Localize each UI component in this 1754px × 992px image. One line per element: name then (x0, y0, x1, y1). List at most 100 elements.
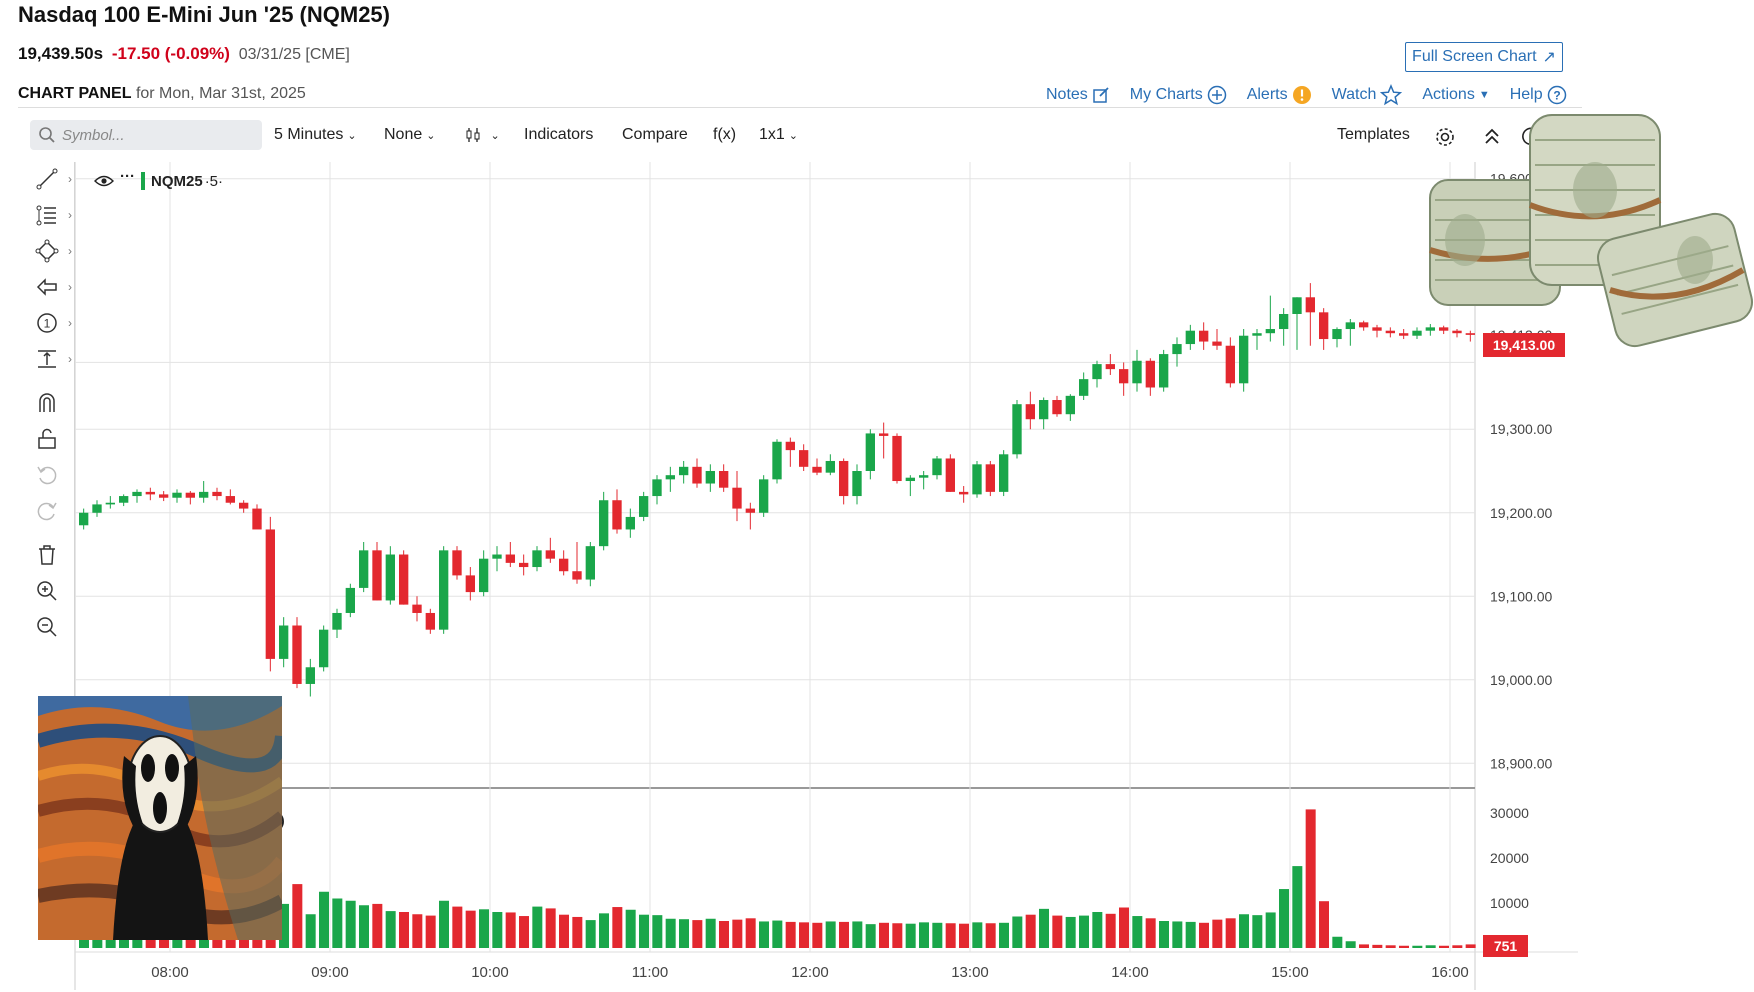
volume-bar (412, 914, 423, 948)
full-screen-chart-button[interactable]: Full Screen Chart ↗ (1405, 42, 1563, 72)
candle-body (452, 550, 462, 576)
help-link[interactable]: Help ? (1510, 84, 1567, 106)
volume-bar (1132, 916, 1143, 948)
chevron-right-icon: › (68, 172, 72, 186)
compare-mode-dropdown[interactable]: None ⌄ (384, 126, 435, 144)
candle-body (1252, 333, 1262, 336)
candle-body (145, 491, 155, 495)
candle-body (1319, 312, 1329, 340)
annotation-tool[interactable]: 1 › (32, 308, 72, 338)
volume-bar (599, 913, 609, 948)
x-tick-label: 13:00 (951, 964, 989, 981)
alerts-label: Alerts (1246, 86, 1288, 103)
zoom-in-icon (37, 581, 57, 601)
indicators-button[interactable]: Indicators (524, 126, 594, 143)
trendline-tool[interactable]: › (32, 164, 72, 194)
y-tick-label: 19,200.00 (1490, 505, 1552, 521)
x-tick-label: 16:00 (1431, 964, 1469, 981)
volume-bar (919, 922, 929, 948)
candle-body (359, 550, 369, 588)
volume-bar (359, 905, 369, 948)
candle-body (892, 435, 902, 482)
volume-bar (945, 923, 956, 948)
chart-type-dropdown[interactable]: ⌄ (464, 126, 500, 144)
arrow-tool[interactable]: › (32, 272, 72, 302)
volume-bar (972, 922, 983, 948)
candle-body (945, 458, 955, 492)
candle-body (239, 502, 249, 509)
candle-body (1012, 404, 1022, 455)
fibonacci-tool[interactable]: › (32, 200, 72, 230)
volume-bar (1185, 921, 1196, 948)
compare-button[interactable]: Compare (622, 126, 688, 143)
shapes-tool[interactable]: › (32, 236, 72, 266)
volume-bar (1439, 945, 1449, 948)
symbol-search-input[interactable]: Symbol... (30, 120, 262, 150)
volume-bar (1425, 945, 1436, 948)
notes-label: Notes (1046, 86, 1088, 103)
candle-body (1372, 327, 1382, 331)
x-tick-label: 09:00 (311, 964, 349, 981)
volume-bar (719, 921, 729, 948)
symbol-placeholder: Symbol... (62, 126, 125, 144)
volume-bar (705, 918, 716, 948)
candle-body (772, 441, 782, 480)
zoom-in-button[interactable] (32, 576, 62, 606)
my-charts-link[interactable]: My Charts (1130, 84, 1227, 106)
y-tick-label: 19,100.00 (1490, 588, 1552, 604)
x-tick-label: 15:00 (1271, 964, 1309, 981)
templates-button[interactable]: Templates (1337, 126, 1410, 143)
candle-body (1092, 364, 1102, 380)
undo-button[interactable] (32, 460, 62, 490)
volume-bar (879, 922, 889, 948)
volume-bar (225, 937, 236, 948)
actions-menu[interactable]: Actions ▼ (1422, 84, 1489, 106)
watch-link[interactable]: Watch (1332, 84, 1403, 106)
delete-drawings-button[interactable] (32, 540, 62, 570)
more-options-icon[interactable]: ··· (120, 167, 135, 185)
volume-bar (1212, 919, 1223, 948)
candle-body (1039, 400, 1049, 420)
measure-tool[interactable]: › (32, 344, 72, 374)
trendline-icon (36, 168, 58, 190)
candle-body (519, 562, 529, 568)
candle-body (985, 464, 995, 492)
settings-gear-icon[interactable] (1434, 126, 1456, 148)
interval-dropdown[interactable]: 5 Minutes ⌄ (274, 126, 357, 144)
candle-body (1425, 327, 1435, 331)
chevron-down-icon: ⌄ (788, 130, 799, 142)
candle-body (265, 529, 275, 659)
candle-body (1345, 322, 1355, 330)
magnet-tool[interactable] (32, 388, 62, 418)
candle-body (1305, 297, 1315, 313)
candle-body (92, 504, 102, 513)
candle-body (105, 502, 115, 505)
chevron-down-icon: ⌄ (347, 130, 357, 142)
lock-tool[interactable] (32, 424, 62, 454)
collapse-icon[interactable] (1482, 126, 1502, 148)
volume-bar (1105, 913, 1116, 948)
chevron-down-icon: ⌄ (426, 130, 436, 142)
layout-dropdown[interactable]: 1x1 ⌄ (759, 126, 798, 144)
price-change: -17.50 (-0.09%) (111, 44, 230, 63)
candle-body (385, 554, 395, 601)
layout-label: 1x1 (759, 126, 785, 143)
zoom-out-button[interactable] (32, 612, 62, 642)
plus-circle-icon (1207, 85, 1226, 105)
fx-button[interactable]: f(x) (713, 126, 737, 143)
price-chart[interactable]: 19,600.0019,413.0019,300.0019,200.0019,1… (0, 0, 1578, 992)
candle-body (559, 558, 569, 572)
candle-body (212, 491, 222, 497)
eye-icon[interactable] (94, 174, 114, 188)
candle-body (1292, 297, 1302, 314)
candle-body (1465, 333, 1475, 335)
volume-bar (985, 923, 996, 948)
candle-body (1199, 330, 1209, 342)
star-icon (1380, 84, 1403, 106)
volume-bar (665, 918, 676, 948)
candle-body (759, 479, 769, 513)
candle-body (1279, 313, 1289, 330)
alerts-link[interactable]: Alerts (1247, 84, 1312, 106)
notes-link[interactable]: Notes (1046, 84, 1110, 106)
redo-button[interactable] (32, 496, 62, 526)
